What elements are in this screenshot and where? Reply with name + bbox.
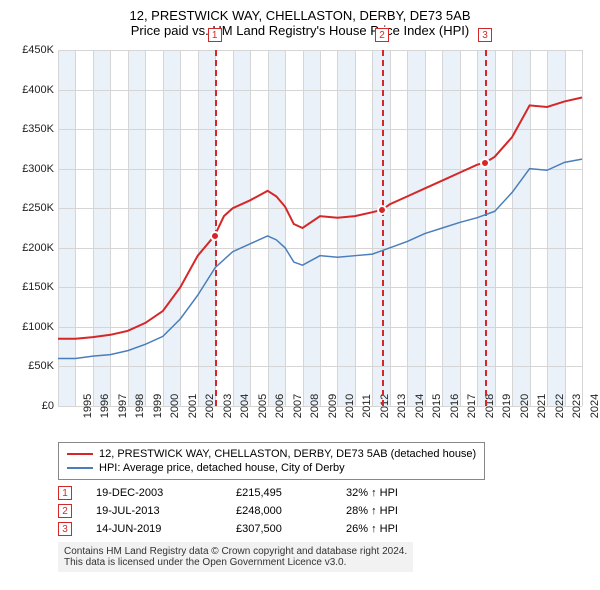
y-axis-label: £300K xyxy=(22,163,58,175)
sale-row-date: 19-JUL-2013 xyxy=(96,505,236,517)
sale-row-badge: 2 xyxy=(58,504,72,518)
chart-container: 12, PRESTWICK WAY, CHELLASTON, DERBY, DE… xyxy=(0,0,600,576)
sales-row: 2 19-JUL-2013£248,00028% ↑ HPI xyxy=(58,502,590,520)
sale-point xyxy=(480,158,490,168)
sale-row-badge: 1 xyxy=(58,486,72,500)
legend-item-property: 12, PRESTWICK WAY, CHELLASTON, DERBY, DE… xyxy=(67,447,476,461)
series-line-property xyxy=(58,97,582,338)
y-axis-label: £450K xyxy=(22,44,58,56)
sale-row-diff: 32% ↑ HPI xyxy=(346,487,456,499)
y-axis-label: £350K xyxy=(22,123,58,135)
chart-title-line-1: 12, PRESTWICK WAY, CHELLASTON, DERBY, DE… xyxy=(10,8,590,23)
chart-area: £0 £50K £100K £150K £200K £250K £300K £350K £400… xyxy=(10,46,590,436)
sale-row-date: 14-JUN-2019 xyxy=(96,523,236,535)
gridline-vertical xyxy=(582,50,583,406)
sale-point xyxy=(210,231,220,241)
footer-attribution: Contains HM Land Registry data © Crown c… xyxy=(58,542,413,572)
footer-line-2: This data is licensed under the Open Gov… xyxy=(64,557,407,568)
sales-table: 1 19-DEC-2003£215,49532% ↑ HPI 2 19-JUL-201… xyxy=(58,484,590,538)
legend-label-property: 12, PRESTWICK WAY, CHELLASTON, DERBY, DE… xyxy=(99,448,476,460)
x-axis-label: 2025 xyxy=(582,394,600,418)
footer-line-1: Contains HM Land Registry data © Crown c… xyxy=(64,546,407,557)
sale-marker-badge: 1 xyxy=(208,28,222,42)
sale-row-diff: 26% ↑ HPI xyxy=(346,523,456,535)
y-axis-label: £50K xyxy=(28,360,58,372)
y-axis-label: £100K xyxy=(22,321,58,333)
y-axis-label: £200K xyxy=(22,242,58,254)
y-axis-label: £0 xyxy=(42,400,58,412)
sale-row-price: £248,000 xyxy=(236,505,346,517)
sale-row-diff: 28% ↑ HPI xyxy=(346,505,456,517)
chart-title-line-2: Price paid vs. HM Land Registry's House … xyxy=(10,23,590,38)
sale-row-badge: 3 xyxy=(58,522,72,536)
sales-row: 3 14-JUN-2019£307,50026% ↑ HPI xyxy=(58,520,590,538)
sales-row: 1 19-DEC-2003£215,49532% ↑ HPI xyxy=(58,484,590,502)
sale-row-price: £307,500 xyxy=(236,523,346,535)
sale-point xyxy=(377,205,387,215)
y-axis-label: £400K xyxy=(22,84,58,96)
legend-label-hpi: HPI: Average price, detached house, City… xyxy=(99,462,345,474)
sale-marker-badge: 2 xyxy=(375,28,389,42)
y-axis-label: £150K xyxy=(22,281,58,293)
legend-item-hpi: HPI: Average price, detached house, City… xyxy=(67,461,476,475)
legend-swatch-property xyxy=(67,453,93,455)
sale-marker-badge: 3 xyxy=(478,28,492,42)
sale-row-date: 19-DEC-2003 xyxy=(96,487,236,499)
legend: 12, PRESTWICK WAY, CHELLASTON, DERBY, DE… xyxy=(58,442,485,480)
line-series-svg xyxy=(58,50,582,406)
sale-row-price: £215,495 xyxy=(236,487,346,499)
plot-region: £0£50K£100K£150K£200K£250K£300K£350K£400… xyxy=(58,50,582,406)
series-line-hpi xyxy=(58,159,582,358)
y-axis-label: £250K xyxy=(22,202,58,214)
legend-swatch-hpi xyxy=(67,467,93,469)
